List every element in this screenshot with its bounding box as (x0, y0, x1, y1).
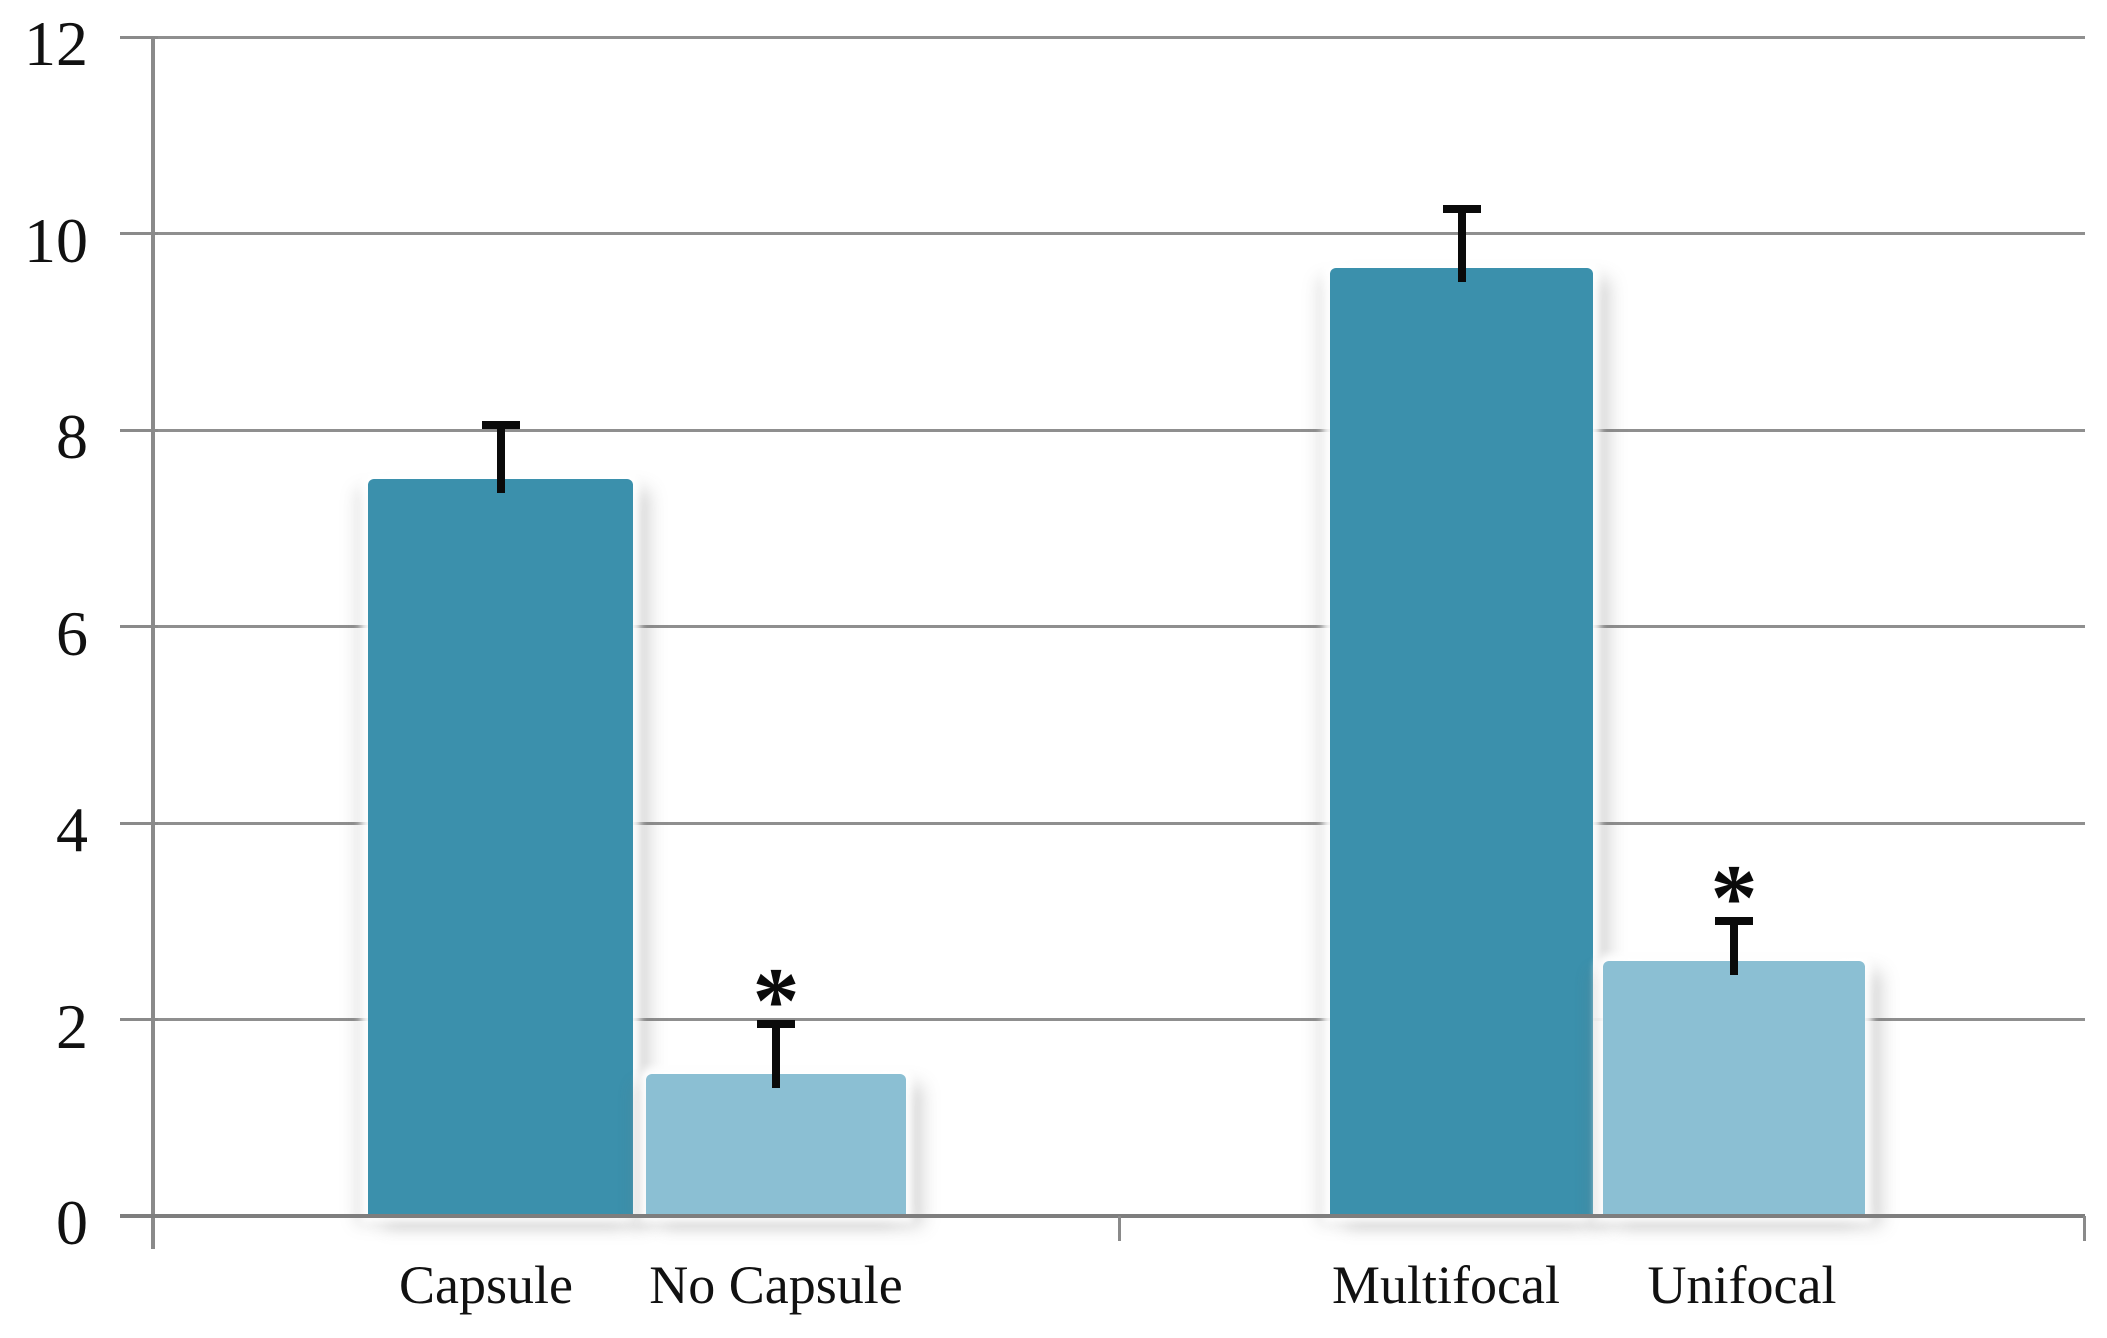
y-tick-label: 8 (56, 401, 88, 472)
significance-asterisk: * (752, 949, 800, 1054)
error-bar-cap (1715, 917, 1753, 926)
y-tick (120, 232, 158, 235)
bar (368, 479, 633, 1216)
gridline (153, 35, 2085, 39)
error-bar-line (772, 1024, 780, 1088)
error-bar-cap (757, 1020, 795, 1029)
x-category-label: No Capsule (649, 1255, 903, 1315)
significance-asterisk: * (1710, 846, 1758, 951)
error-bar-line (496, 425, 505, 494)
y-tick-label: 10 (24, 204, 88, 276)
y-tick (120, 1018, 158, 1021)
x-category-label: Capsule (399, 1255, 573, 1315)
error-bar-cap (481, 421, 520, 430)
y-tick-label: 6 (56, 597, 88, 669)
bar (646, 1073, 906, 1216)
y-tick (120, 625, 158, 628)
y-tick (120, 35, 158, 39)
error-bar-cap (1442, 204, 1481, 213)
gridline (153, 821, 2085, 825)
x-axis-line (120, 1214, 2085, 1218)
x-category-label: Multifocal (1332, 1255, 1560, 1315)
y-tick-label: 2 (56, 990, 88, 1062)
y-tick-label: 4 (56, 794, 88, 865)
y-tick-label: 0 (56, 1187, 88, 1258)
gridline (153, 428, 2085, 432)
gridline (153, 1018, 2085, 1021)
bar (1330, 267, 1593, 1216)
axis-end-tick (2083, 1216, 2086, 1241)
bar (1603, 960, 1865, 1216)
group-divider-tick (1118, 1216, 1121, 1241)
x-category-label: Unifocal (1647, 1255, 1837, 1315)
gridline (153, 625, 2085, 628)
error-bar-line (1730, 921, 1738, 975)
y-axis-line (151, 37, 155, 1249)
y-tick (120, 821, 158, 825)
gridline (153, 232, 2085, 235)
y-tick (120, 428, 158, 432)
y-tick-label: 12 (24, 8, 88, 79)
error-bar-line (1457, 208, 1466, 282)
